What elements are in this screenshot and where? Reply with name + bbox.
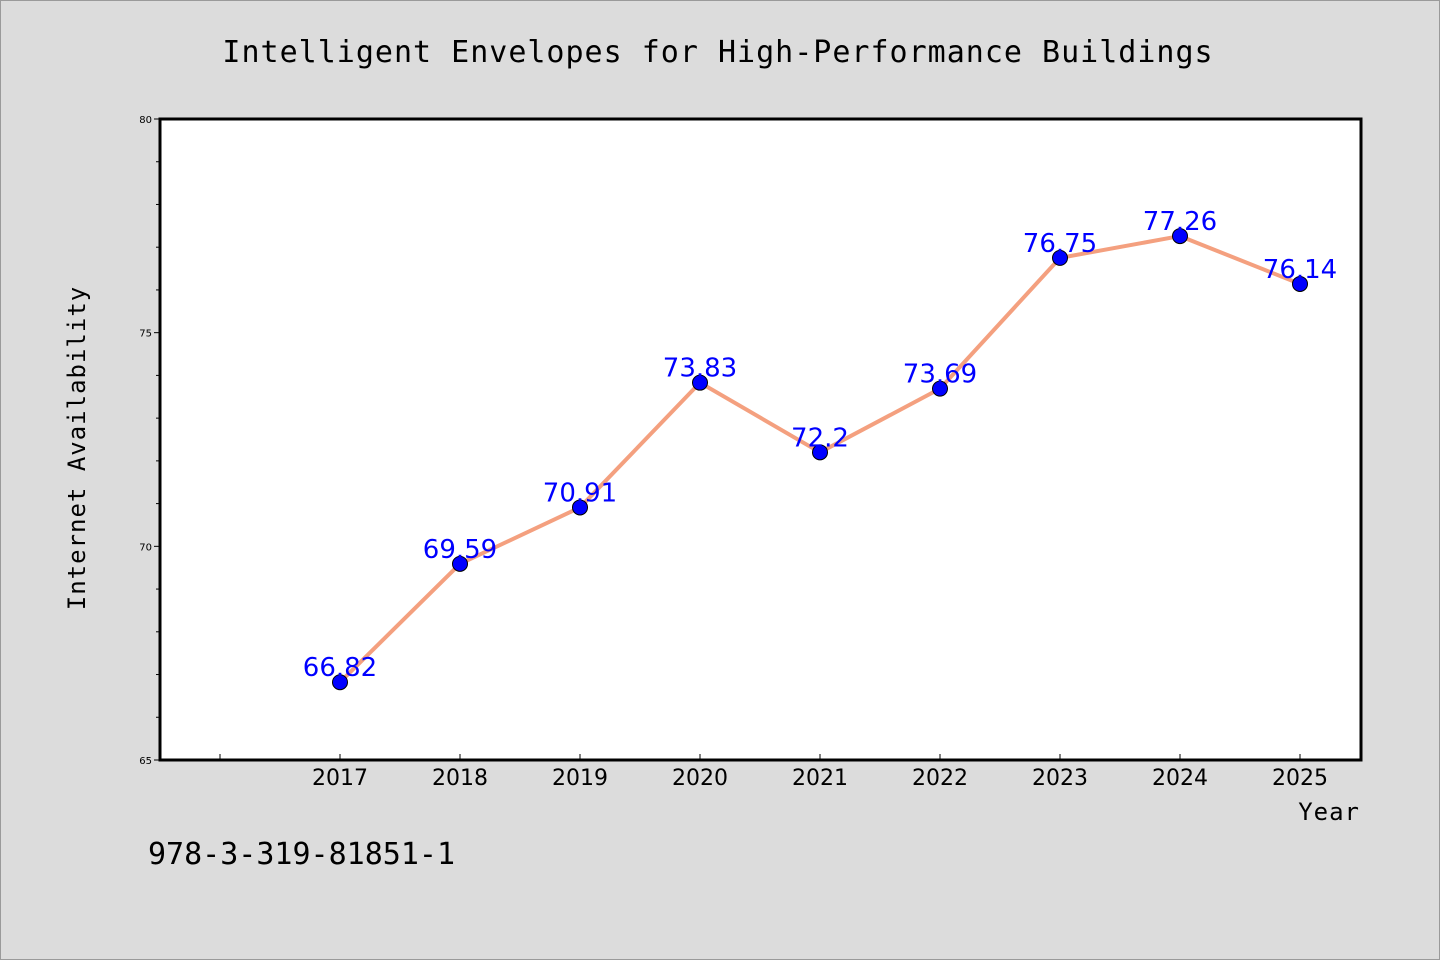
data-label: 69.59 xyxy=(423,535,497,565)
y-tick-label: 80 xyxy=(139,115,152,126)
data-point xyxy=(1292,275,1308,292)
x-axis-label: Year xyxy=(1298,798,1360,826)
data-label: 70.91 xyxy=(543,478,617,508)
data-labels: 66.82 69.59 70.91 73.83 72.2 73.69 76.75 77.26 7… xyxy=(303,207,1337,683)
x-tick-label: 2024 xyxy=(1152,766,1208,791)
x-tick-label: 2025 xyxy=(1272,766,1328,791)
data-label: 73.83 xyxy=(663,354,737,384)
data-point xyxy=(692,374,708,391)
data-label: 73.69 xyxy=(903,360,977,390)
x-tick-label: 2023 xyxy=(1032,766,1088,791)
y-axis-label: Internet Availability xyxy=(63,286,91,610)
data-point xyxy=(332,674,348,691)
data-point xyxy=(812,444,828,461)
x-tick-label: 2022 xyxy=(912,766,968,791)
footer-code: 978-3-319-81851-1 xyxy=(148,837,455,872)
x-axis: 2017 2018 2019 2020 2021 2022 2023 2024 2025 xyxy=(219,754,1328,791)
y-tick-label: 75 xyxy=(139,329,152,340)
x-tick-label: 2018 xyxy=(432,766,488,791)
y-tick-label: 65 xyxy=(139,756,152,767)
data-point xyxy=(1052,249,1068,266)
chart-title: Intelligent Envelopes for High-Performan… xyxy=(222,35,1213,70)
data-label: 76.75 xyxy=(1023,229,1097,259)
data-label: 66.82 xyxy=(303,653,377,683)
data-point xyxy=(932,380,948,397)
data-label: 76.14 xyxy=(1263,255,1337,285)
y-axis: 65 70 75 80 xyxy=(139,115,160,767)
data-point xyxy=(1172,228,1188,245)
x-tick-label: 2019 xyxy=(552,766,608,791)
x-tick-label: 2020 xyxy=(672,766,728,791)
data-points xyxy=(332,228,1308,691)
data-label: 77.26 xyxy=(1143,207,1217,237)
data-point xyxy=(452,555,468,572)
x-tick-label: 2021 xyxy=(792,766,848,791)
y-tick-label: 70 xyxy=(139,542,152,553)
plot-area xyxy=(158,117,1363,762)
data-point xyxy=(572,499,588,516)
data-label: 72.2 xyxy=(791,423,849,453)
x-tick-label: 2017 xyxy=(312,766,368,791)
